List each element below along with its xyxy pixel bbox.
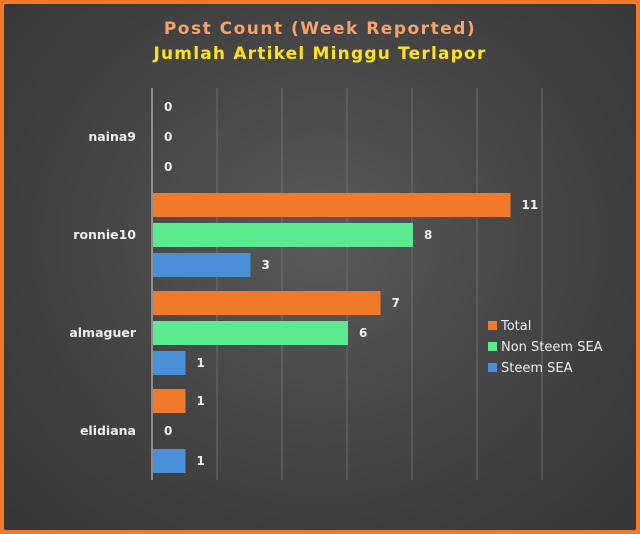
bar xyxy=(153,321,348,345)
chart-title: Post Count (Week Reported) xyxy=(164,19,476,39)
bar-chart: Post Count (Week Reported) Jumlah Artike… xyxy=(69,19,603,480)
legend-swatch xyxy=(488,342,497,351)
legend-label: Non Steem SEA xyxy=(501,340,603,355)
legend-swatch xyxy=(488,321,497,330)
data-label: 0 xyxy=(164,100,172,114)
legend: Total Non Steem SEA Steem SEA xyxy=(488,319,603,376)
bar xyxy=(153,449,186,473)
data-label: 3 xyxy=(262,258,270,272)
bar xyxy=(153,223,413,247)
category-label: ronnie10 xyxy=(73,227,136,242)
chart-frame: Post Count (Week Reported) Jumlah Artike… xyxy=(4,4,636,530)
data-label: 0 xyxy=(164,424,172,438)
category-label: elidiana xyxy=(80,423,136,438)
data-label: 8 xyxy=(424,228,432,242)
category-label: almaguer xyxy=(69,325,137,340)
gridlines xyxy=(151,88,543,480)
category-label: naina9 xyxy=(88,129,136,144)
data-label: 1 xyxy=(197,454,205,468)
bar xyxy=(153,291,381,315)
data-label: 1 xyxy=(197,356,205,370)
data-label: 6 xyxy=(359,326,367,340)
chart-subtitle: Jumlah Artikel Minggu Terlapor xyxy=(152,44,486,64)
data-label: 11 xyxy=(522,198,539,212)
data-label: 0 xyxy=(164,160,172,174)
legend-label: Total xyxy=(500,319,531,334)
bars xyxy=(153,193,511,473)
bar xyxy=(153,253,251,277)
bar xyxy=(153,351,186,375)
bar xyxy=(153,389,186,413)
data-label: 7 xyxy=(392,296,400,310)
data-label: 1 xyxy=(197,394,205,408)
labels: naina9000ronnie101183almaguer761elidiana… xyxy=(69,100,538,468)
data-label: 0 xyxy=(164,130,172,144)
legend-swatch xyxy=(488,363,497,372)
bar xyxy=(153,193,511,217)
legend-label: Steem SEA xyxy=(501,361,573,376)
